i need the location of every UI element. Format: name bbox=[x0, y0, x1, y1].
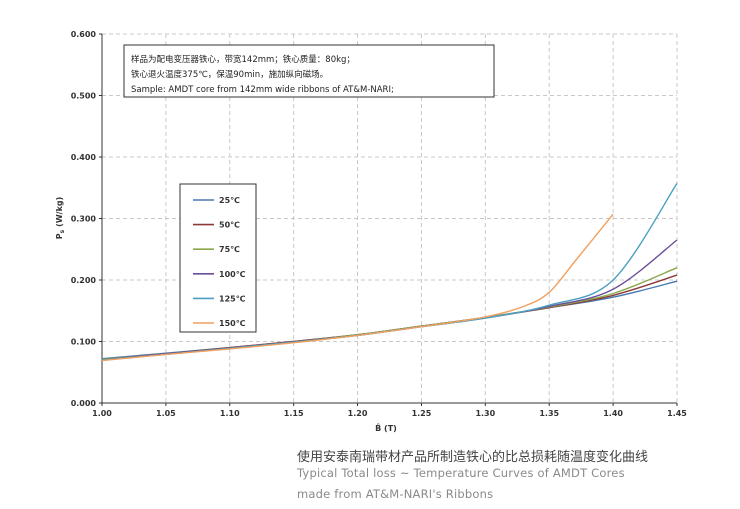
y-tick-label: 0.000 bbox=[71, 399, 97, 408]
x-axis-title: B̂ (T) bbox=[375, 423, 397, 433]
data-series bbox=[101, 183, 678, 362]
legend: 25℃ 50℃ 75℃ 100℃ 125℃ 150℃ bbox=[179, 183, 257, 333]
legend-label: 150℃ bbox=[219, 319, 246, 328]
y-tick-label: 0.100 bbox=[71, 338, 97, 347]
y-tick-label: 0.200 bbox=[71, 276, 97, 285]
x-tick-label: 1.30 bbox=[475, 409, 495, 418]
annotation-line-3: Sample: AMDT core from 142mm wide ribbon… bbox=[131, 85, 394, 95]
y-axis-title: Ps (W/kg) bbox=[55, 197, 66, 240]
annotation-line-1: 样品为配电变压器铁心，带宽142mm；铁心质量：80kg； bbox=[131, 54, 355, 65]
legend-label: 75℃ bbox=[219, 245, 240, 254]
gridlines bbox=[102, 33, 678, 403]
caption-chinese: 使用安泰南瑞带材产品所制造铁心的比总损耗随温度变化曲线 bbox=[297, 450, 649, 465]
caption-english-line-2: made from AT&M-NARI's Ribbons bbox=[297, 487, 494, 501]
series-line-5 bbox=[101, 213, 614, 362]
annotation-line-2: 铁心退火温度375℃，保温90min，施加纵向磁场。 bbox=[131, 69, 328, 80]
x-tick-label: 1.05 bbox=[156, 409, 176, 418]
total-loss-chart: 1.00 1.05 1.10 1.15 1.20 1.25 1.30 1.35 1.40 1.45… bbox=[55, 30, 688, 433]
y-axis-title-unit: (W/kg) bbox=[55, 197, 64, 227]
x-tick-label: 1.40 bbox=[603, 409, 623, 418]
legend-label: 125℃ bbox=[219, 294, 246, 303]
x-tick-label: 1.20 bbox=[348, 409, 368, 418]
y-tick-label: 0.400 bbox=[71, 153, 97, 162]
annotation-box: 样品为配电变压器铁心，带宽142mm；铁心质量：80kg； 铁心退火温度375℃… bbox=[123, 44, 495, 98]
y-tick-label: 0.600 bbox=[71, 30, 97, 39]
x-tick-label: 1.00 bbox=[92, 409, 112, 418]
legend-label: 25℃ bbox=[219, 196, 240, 205]
y-tick-label: 0.300 bbox=[71, 215, 97, 224]
y-tick-label: 0.500 bbox=[71, 92, 97, 101]
caption-english-line-1: Typical Total loss ~ Temperature Curves … bbox=[297, 466, 625, 480]
x-tick-label: 1.45 bbox=[667, 409, 687, 418]
tick-labels: 1.00 1.05 1.10 1.15 1.20 1.25 1.30 1.35 1.40 1.45… bbox=[71, 30, 688, 418]
x-tick-label: 1.25 bbox=[412, 409, 432, 418]
legend-label: 50℃ bbox=[219, 221, 240, 230]
x-tick-label: 1.15 bbox=[284, 409, 304, 418]
x-tick-label: 1.35 bbox=[539, 409, 559, 418]
legend-label: 100℃ bbox=[219, 270, 246, 279]
y-axis-title-main: P bbox=[55, 233, 64, 239]
y-axis-title-sub: s bbox=[59, 229, 66, 233]
x-tick-label: 1.10 bbox=[220, 409, 240, 418]
